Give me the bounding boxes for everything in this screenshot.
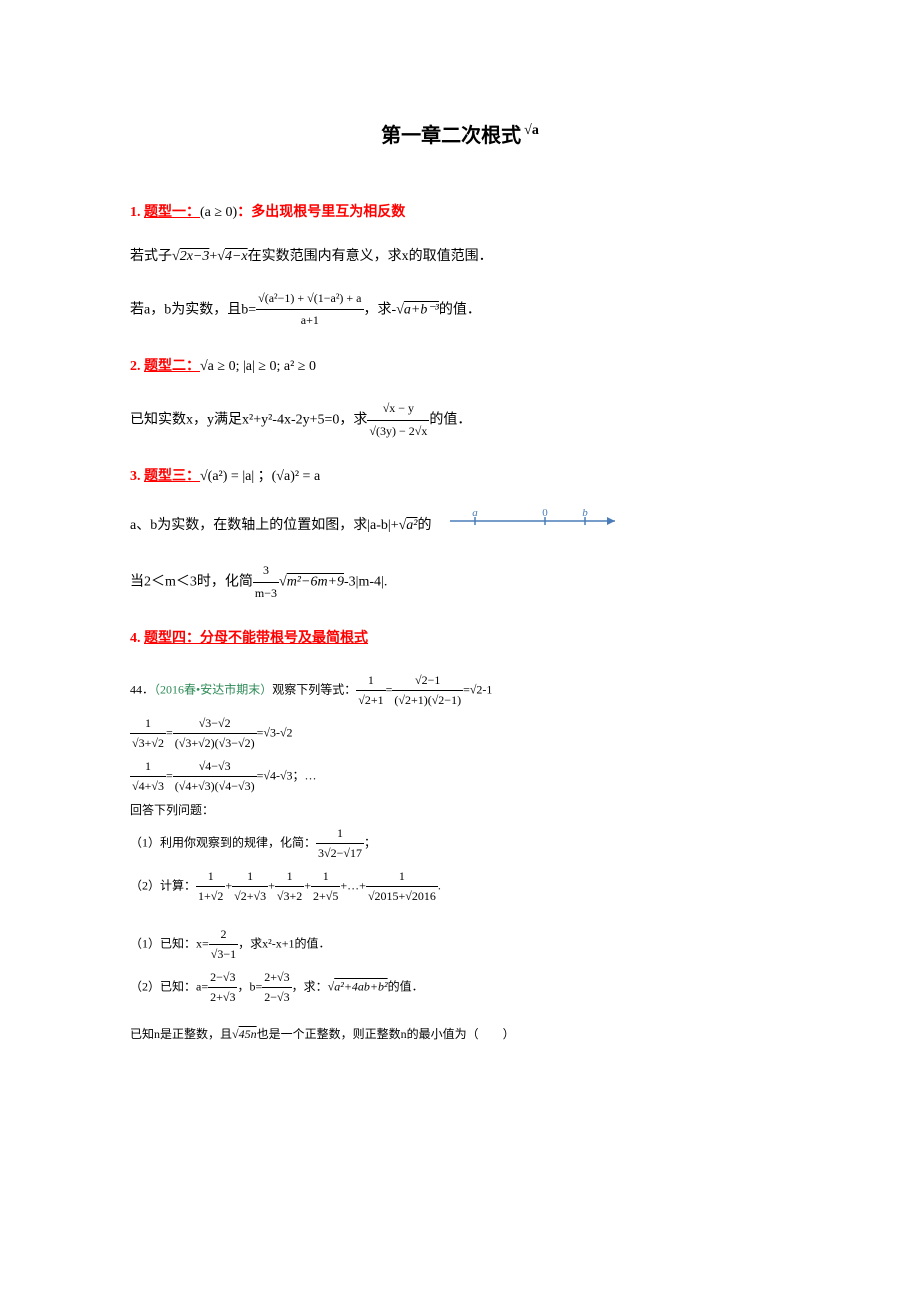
p6-eq3: 1√4+√3=√4−√3(√4+√3)(√4−√3)=√4-√3；… <box>130 757 790 796</box>
p7-q2a-frac: 2−√32+√3 <box>208 968 237 1007</box>
p7-q2-prefix: （2）已知：a= <box>130 979 208 993</box>
p6-q2-suffix: . <box>438 879 441 893</box>
section-3-header: 3. 题型三：√(a²) = |a| ；(√a)² = a <box>130 466 790 488</box>
p6-q1-prefix: （1）利用你观察到的规律，化简： <box>130 835 316 849</box>
p6-q2-t4: 12+√5 <box>311 867 340 906</box>
problem-6: 44．（2016春•安达市期末）观察下列等式：1√2+1=√2−1(√2+1)(… <box>130 671 790 907</box>
p6-eq3-lhs: 1√4+√3 <box>130 757 166 796</box>
p1-sqrt2: √4−x <box>217 249 247 264</box>
p7-q1: （1）已知：x=2√3−1，求x²-x+1的值． <box>130 925 790 964</box>
p4-prefix: a、b为实数，在数轴上的位置如图，求|a-b|+ <box>130 518 399 533</box>
p7-q2-mid2: ，求： <box>292 979 328 993</box>
p1-prefix: 若式子 <box>130 249 172 264</box>
p6-eq2-rhs: =√3-√2 <box>257 725 293 739</box>
section-3-num: 3. <box>130 469 141 484</box>
section-4-header: 4. 题型四：分母不能带根号及最简根式 <box>130 628 790 650</box>
p7-q1-suffix: ，求x²-x+1的值． <box>238 936 330 950</box>
p5-frac: 3m−3 <box>253 560 279 604</box>
section-1-tail: ：多出现根号里互为相反数 <box>237 205 405 220</box>
p3-suffix: 的值． <box>429 412 471 427</box>
p7-q2-sqrt: √a²+4ab+b² <box>328 979 388 993</box>
p6-eq2: 1√3+√2=√3−√2(√3+√2)(√3−√2)=√3-√2 <box>130 714 790 753</box>
p2-sqrt: √a+b⁻³ <box>396 302 439 317</box>
p1-suffix: 在实数范围内有意义，求x的取值范围． <box>248 249 493 264</box>
p1-sqrt1: √2x−3 <box>172 249 209 264</box>
p6-eq1-lhs: 1√2+1 <box>356 671 385 710</box>
problem-8: 已知n是正整数，且√45n也是一个正整数，则正整数n的最小值为（ ） <box>130 1025 790 1044</box>
p6-eq1-mid: √2−1(√2+1)(√2−1) <box>392 671 463 710</box>
problem-1: 若式子√2x−3+√4−x在实数范围内有意义，求x的取值范围． <box>130 244 790 269</box>
p4-sqrt: √a² <box>399 518 418 533</box>
p6-q1-frac: 13√2−√17 <box>316 824 364 863</box>
problem-4: a、b为实数，在数轴上的位置如图，求|a-b|+√a²的 a 0 b <box>130 509 790 542</box>
section-4-label: 题型四：分母不能带根号及最简根式 <box>144 631 368 646</box>
section-2-label: 题型二： <box>144 359 200 374</box>
p5-sqrt: √m²−6m+9 <box>279 574 344 589</box>
number-line-svg: a 0 b <box>445 509 625 533</box>
p6-answer-label: 回答下列问题： <box>130 801 790 820</box>
p6-line1: 44．（2016春•安达市期末）观察下列等式：1√2+1=√2−1(√2+1)(… <box>130 671 790 710</box>
p6-q2-t2: 1√2+√3 <box>232 867 268 906</box>
svg-text:a: a <box>472 509 478 519</box>
p7-q2: （2）已知：a=2−√32+√3，b=2+√32−√3，求：√a²+4ab+b²… <box>130 968 790 1007</box>
p6-q1: （1）利用你观察到的规律，化简：13√2−√17； <box>130 824 790 863</box>
p5-prefix: 当2＜m＜3时，化简 <box>130 574 253 589</box>
p3-frac: √x − y√(3y) − 2√x <box>367 398 429 442</box>
p7-q2-suffix: 的值． <box>388 979 424 993</box>
section-3-math: √(a²) = |a| ；(√a)² = a <box>200 469 320 484</box>
p5-suffix: -3|m-4|. <box>344 574 387 589</box>
p8-sqrt: √45n <box>232 1027 257 1041</box>
section-4-num: 4. <box>130 631 141 646</box>
p6-link: （2016春•安达市期末） <box>154 682 272 696</box>
p6-q2-prefix: （2）计算： <box>130 879 196 893</box>
title-text: 第一章二次根式 <box>381 125 521 147</box>
p6-eq3-rhs: =√4-√3；… <box>257 769 317 783</box>
p6-text: 观察下列等式： <box>272 682 356 696</box>
svg-text:b: b <box>582 509 588 519</box>
section-3-label: 题型三： <box>144 469 200 484</box>
p6-eq2-mid: √3−√2(√3+√2)(√3−√2) <box>173 714 257 753</box>
p7-q1-frac: 2√3−1 <box>209 925 238 964</box>
svg-text:0: 0 <box>542 509 548 519</box>
section-1-math: (a ≥ 0) <box>200 205 237 220</box>
p6-q2-t3: 1√3+2 <box>275 867 304 906</box>
p6-eq1-rhs: =√2-1 <box>463 682 492 696</box>
p7-q2-mid: ，b= <box>237 979 262 993</box>
p4-suffix: 的 <box>417 518 431 533</box>
section-1-num: 1. <box>130 205 141 220</box>
p6-q2-t1: 11+√2 <box>196 867 225 906</box>
p6-q1-suffix: ； <box>364 835 376 849</box>
p8-prefix: 已知n是正整数，且 <box>130 1027 232 1041</box>
page-title: 第一章二次根式√a <box>130 120 790 152</box>
section-2-math: √a ≥ 0; |a| ≥ 0; a² ≥ 0 <box>200 359 316 374</box>
problem-2: 若a，b为实数，且b=√(a²−1) + √(1−a²) + aa+1，求-√a… <box>130 288 790 332</box>
p8-suffix: 也是一个正整数，则正整数n的最小值为（ ） <box>257 1027 515 1041</box>
p6-q2: （2）计算：11+√2+1√2+√3+1√3+2+12+√5+…+1√2015+… <box>130 867 790 906</box>
p2-prefix: 若a，b为实数，且b= <box>130 302 256 317</box>
p2-frac: √(a²−1) + √(1−a²) + aa+1 <box>256 288 363 332</box>
p7-q1-prefix: （1）已知：x= <box>130 936 209 950</box>
p2-mid: ，求- <box>364 302 397 317</box>
p7-q2b-frac: 2+√32−√3 <box>262 968 291 1007</box>
section-2-header: 2. 题型二：√a ≥ 0; |a| ≥ 0; a² ≥ 0 <box>130 356 790 378</box>
p6-q2-t5: 1√2015+√2016 <box>366 867 438 906</box>
p3-prefix: 已知实数x，y满足x²+y²-4x-2y+5=0，求 <box>130 412 367 427</box>
title-math: √a <box>524 123 539 138</box>
p6-num: 44． <box>130 682 154 696</box>
number-line: a 0 b <box>445 509 625 542</box>
section-1-label: 题型一： <box>144 205 200 220</box>
p2-suffix: 的值． <box>439 302 481 317</box>
problem-5: 当2＜m＜3时，化简3m−3√m²−6m+9-3|m-4|. <box>130 560 790 604</box>
p6-eq2-lhs: 1√3+√2 <box>130 714 166 753</box>
section-1-header: 1. 题型一：(a ≥ 0)：多出现根号里互为相反数 <box>130 202 790 224</box>
problem-7: （1）已知：x=2√3−1，求x²-x+1的值． （2）已知：a=2−√32+√… <box>130 925 790 1008</box>
problem-3: 已知实数x，y满足x²+y²-4x-2y+5=0，求√x − y√(3y) − … <box>130 398 790 442</box>
p6-eq3-mid: √4−√3(√4+√3)(√4−√3) <box>173 757 257 796</box>
p6-q2-dots: +…+ <box>340 879 366 893</box>
section-2-num: 2. <box>130 359 141 374</box>
